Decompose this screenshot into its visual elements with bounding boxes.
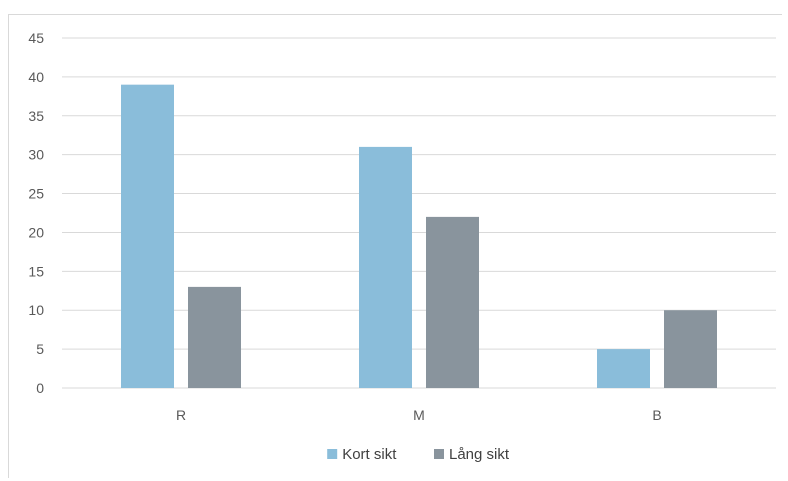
y-tick-label-45: 45: [28, 30, 44, 46]
y-tick-label-35: 35: [28, 108, 44, 124]
gridlines: [62, 37, 776, 389]
y-tick-label-40: 40: [28, 69, 44, 85]
legend-swatch-kort-sikt: [327, 449, 338, 459]
y-tick-label-30: 30: [28, 147, 44, 163]
y-tick-label-15: 15: [28, 263, 44, 279]
y-tick-label-5: 5: [36, 341, 44, 357]
bar-R-kort-sikt: [121, 84, 174, 389]
y-tick-label-20: 20: [28, 224, 44, 240]
legend-label-lång-sikt: Lång sikt: [449, 446, 510, 463]
y-tick-label-0: 0: [36, 380, 44, 396]
x-tick-label-M: M: [413, 407, 425, 423]
bar-B-kort-sikt: [597, 349, 650, 388]
bar-M-lång-sikt: [426, 216, 479, 388]
legend-swatch-lång-sikt: [434, 449, 444, 459]
y-axis-tick-labels: 0 5 10 15 20 25 30 35 40 45: [28, 30, 44, 396]
bar-B-lång-sikt: [664, 310, 717, 388]
bar-M-kort-sikt: [359, 146, 412, 388]
legend: Kort sikt Lång sikt: [327, 446, 510, 463]
legend-label-kort-sikt: Kort sikt: [342, 446, 397, 463]
x-tick-label-R: R: [176, 407, 186, 423]
y-tick-label-10: 10: [28, 302, 44, 318]
x-tick-label-B: B: [652, 407, 661, 423]
bars: [121, 84, 717, 389]
y-tick-label-25: 25: [28, 186, 44, 202]
bar-R-lång-sikt: [188, 286, 241, 388]
